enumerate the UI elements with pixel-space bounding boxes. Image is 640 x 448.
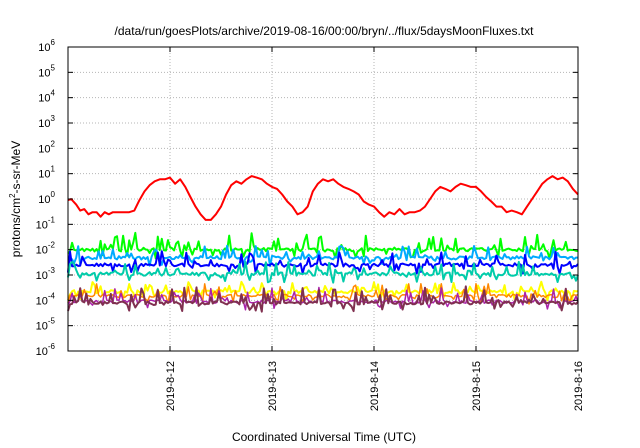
series-line-1 [67,175,579,221]
series-line-7 [67,282,579,305]
y-tick-label: 10-3 [36,266,56,282]
series-line-6 [67,280,579,302]
x-tick-label: 2019-8-13 [267,361,279,411]
y-tick-label: 10-5 [36,317,56,333]
y-tick-label: 106 [38,38,55,54]
y-tick-label: 104 [38,89,55,105]
series-group [67,175,579,313]
y-tick-label: 103 [38,114,55,130]
series-line-3 [67,244,578,268]
y-tick-label: 10-2 [36,241,56,257]
series-line-9 [67,285,579,313]
x-tick-label: 2019-8-14 [369,361,381,411]
y-tick-label: 10-4 [36,291,56,307]
y-axis-label: protons/cm2-s-sr-MeV [8,141,23,257]
y-tick-label: 10-1 [36,215,56,231]
y-tick-label: 102 [38,139,55,155]
y-tick-label: 100 [38,190,55,206]
y-tick-label: 10-6 [36,342,56,358]
x-tick-label: 2019-8-16 [573,361,585,411]
x-axis: 2019-8-12 2019-8-13 2019-8-14 2019-8-15 2019… [165,47,585,411]
x-tick-label: 2019-8-12 [165,361,177,411]
y-tick-label: 101 [38,165,55,181]
series-line-2 [67,231,579,260]
chart-title: /data/run/goesPlots/archive/2019-08-16/0… [115,24,535,38]
series-line-5 [67,260,579,284]
y-tick-label: 105 [38,63,55,79]
series-line-4 [67,250,579,275]
x-axis-label: Coordinated Universal Time (UTC) [232,430,416,444]
y-axis: 10-6 10-5 10-4 10-3 10-2 10-1 100 101 102 103 104 1… [36,38,578,358]
x-tick-label: 2019-8-15 [471,361,483,411]
